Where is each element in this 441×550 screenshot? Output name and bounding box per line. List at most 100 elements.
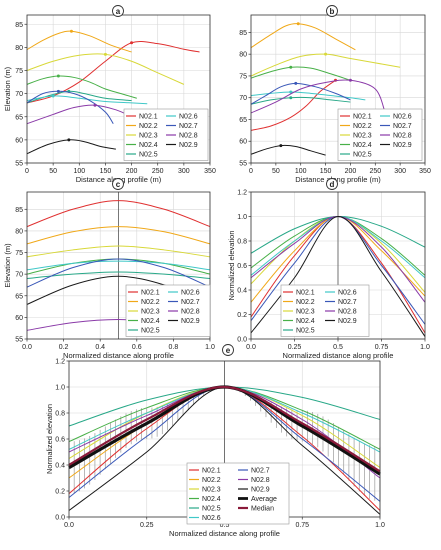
y-tick-label: 0.0 (55, 515, 65, 522)
series-line-N02.1 (26, 200, 211, 228)
legend-label: N02.6 (338, 290, 357, 297)
x-tick-label: 0.8 (169, 344, 179, 351)
x-tick-label: 0.6 (132, 344, 142, 351)
x-tick-label: 350 (204, 168, 216, 175)
legend-label: N02.8 (338, 309, 357, 316)
series-line-N02.7 (26, 258, 211, 288)
series-line-N02.4 (250, 66, 351, 81)
peak-marker-N02.2 (69, 29, 73, 33)
peak-marker-N02.2 (296, 22, 300, 26)
x-tick-label: 100 (295, 168, 307, 175)
x-tick-label: 200 (126, 168, 138, 175)
panel-badge: e (222, 344, 234, 356)
y-tick-label: 0.8 (237, 239, 247, 246)
x-tick-label: 50 (49, 168, 57, 175)
y-tick-label: 1.2 (55, 359, 65, 366)
legend-label: N02.2 (139, 123, 158, 130)
peak-marker-N02.3 (324, 52, 328, 56)
legend-label: N02.2 (141, 299, 160, 306)
legend-label: N02.9 (251, 487, 270, 494)
ticks: 0 50 100 150 200 250 300 350 55 60 65 70 75 80 85 (15, 22, 216, 175)
legend-label: N02.2 (202, 477, 221, 484)
legend-label: N02.3 (353, 133, 372, 140)
series-line-N02.6 (26, 95, 148, 105)
panel-badge-circle (326, 178, 338, 190)
x-axis-label: Normalized distance along profile (63, 351, 174, 360)
x-tick-label: 0.75 (295, 522, 309, 529)
legend-label: N02.7 (338, 299, 357, 306)
legend-label: N02.5 (139, 152, 158, 159)
series-line-N02.9 (250, 144, 326, 156)
peak-marker-N02.5 (289, 96, 293, 100)
legend-label: N02.1 (139, 114, 158, 121)
legend-label: N02.8 (179, 133, 198, 140)
series-line-N02.6 (26, 260, 211, 271)
legend-label: Average (251, 496, 277, 503)
legend-label: N02.9 (181, 318, 200, 325)
x-tick-label: 200 (345, 168, 357, 175)
x-tick-label: 1.0 (205, 344, 215, 351)
legend: N02.1 N02.2 N02.3 N02.4 N02.5 N02.6 N02.7 N02.8… (186, 462, 290, 525)
legend-label: N02.9 (179, 142, 198, 149)
y-tick-label: 80 (15, 45, 23, 52)
y-tick-label: 80 (15, 228, 23, 235)
series-lines (250, 22, 401, 156)
x-axis-label: Normalized distance along profile (169, 529, 280, 538)
series-line-N02.5 (26, 271, 211, 279)
x-tick-label: 250 (152, 168, 164, 175)
panel-badge: b (326, 5, 338, 17)
panel-c: 0.0 0.2 0.4 0.6 0.8 1.0 55 60 65 70 75 80 85 Normaliz… (3, 178, 215, 360)
legend-label: N02.7 (251, 468, 270, 475)
legend-label: N02.2 (353, 123, 372, 130)
y-tick-label: 70 (239, 95, 247, 102)
panel-badge-letter: a (116, 7, 121, 16)
y-axis-label: Elevation (m) (3, 243, 12, 288)
y-tick-label: 85 (15, 22, 23, 29)
x-tick-label: 0.0 (246, 344, 256, 351)
peak-marker-N02.9 (67, 138, 71, 142)
legend-label: N02.1 (141, 290, 160, 297)
series-line-N02.4 (26, 75, 137, 99)
series-line-N02.3 (26, 245, 211, 258)
x-axis-label: Normalized distance along profile (283, 351, 394, 360)
series-line-N02.2 (26, 226, 211, 245)
peak-marker-N02.3 (103, 52, 107, 56)
legend-box (186, 462, 290, 525)
series-line-Median (68, 385, 381, 473)
series-line-N02.7 (26, 90, 114, 124)
y-tick-label: 55 (15, 337, 23, 344)
legend-label: N02.7 (179, 123, 198, 130)
y-tick-label: 55 (239, 161, 247, 168)
legend-label: N02.4 (141, 318, 160, 325)
x-tick-label: 300 (178, 168, 190, 175)
legend-label: N02.4 (296, 318, 315, 325)
x-tick-label: 0 (249, 168, 253, 175)
panel-badge-letter: d (330, 180, 335, 189)
legend-label: N02.8 (181, 309, 200, 316)
y-tick-label: 75 (15, 250, 23, 257)
peak-marker-N02.1 (130, 41, 134, 45)
peak-marker-N02.7 (294, 81, 298, 85)
y-tick-label: 75 (15, 68, 23, 75)
legend-label: N02.7 (181, 299, 200, 306)
series-line-N02.5 (250, 96, 351, 105)
series-line-N02.1 (250, 79, 336, 131)
y-tick-label: 65 (15, 293, 23, 300)
panel-b: 0 50 100 150 200 250 300 350 55 60 65 70 75 80 85 Dista… (239, 5, 431, 184)
y-tick-label: 0.8 (55, 411, 65, 418)
legend-label: N02.3 (141, 309, 160, 316)
legend-label: Median (251, 506, 274, 513)
legend-label: N02.4 (139, 142, 158, 149)
x-tick-label: 150 (100, 168, 112, 175)
series-line-N02.8 (26, 104, 132, 125)
panel-badge: a (112, 5, 124, 17)
series-line-N02.1 (26, 40, 200, 104)
y-tick-label: 85 (239, 30, 247, 37)
panel-badge-circle (112, 5, 124, 17)
legend-label: N02.6 (181, 290, 200, 297)
legend-label: N02.7 (393, 123, 412, 130)
legend-label: N02.4 (353, 142, 372, 149)
peak-marker-N02.4 (289, 65, 293, 69)
y-tick-label: 1.0 (237, 214, 247, 221)
